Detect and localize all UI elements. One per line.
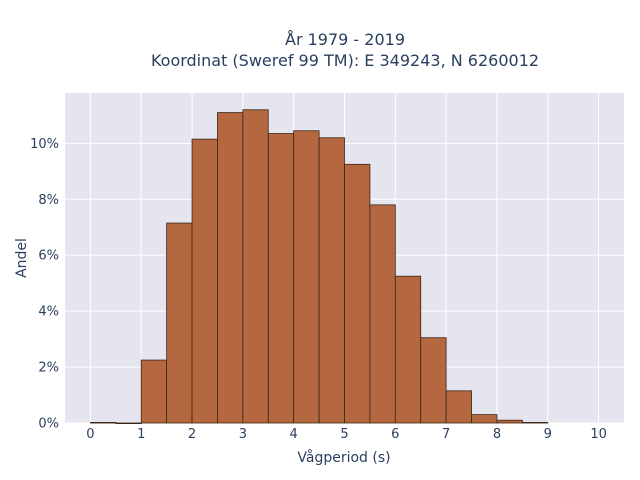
histogram-bar [318,137,345,424]
x-tick-label: 8 [493,427,501,442]
chart-title-line1: År 1979 - 2019 [285,30,405,49]
x-tick-label: 3 [239,427,247,442]
x-tick-label: 2 [188,427,196,442]
bars [90,109,549,425]
y-tick-label: 4% [38,305,59,320]
histogram-bar [191,138,218,424]
x-tick-label: 9 [544,427,552,442]
y-tick-label: 6% [38,249,59,264]
y-tick-label: 8% [38,193,59,208]
histogram-bar [445,390,472,424]
x-tick-label: 10 [590,427,607,442]
chart-title-line2: Koordinat (Sweref 99 TM): E 349243, N 62… [151,51,539,70]
histogram-bar [471,414,498,424]
y-axis-ticks: 0% 2% 4% 6% 8% 10% [30,137,59,432]
histogram-bar [521,422,549,424]
histogram-bar [217,112,244,424]
y-tick-label: 2% [38,361,59,376]
histogram-bar [242,109,269,424]
histogram-bar [166,222,193,424]
x-tick-label: 5 [340,427,348,442]
histogram-bar [496,419,523,424]
histogram-bar [420,337,447,424]
histogram-bar [369,204,396,424]
histogram-bar [267,133,295,424]
histogram-bar [344,163,371,424]
x-axis-ticks: 0 1 2 3 4 5 6 7 8 9 10 [86,427,607,442]
histogram-bar [293,130,320,424]
y-tick-label: 0% [38,417,59,432]
histogram-bar [140,359,168,424]
x-axis-label: Vågperiod (s) [297,449,390,466]
histogram-bar [90,422,117,424]
y-axis-label: Andel [14,238,30,278]
histogram-bar [394,275,422,424]
x-tick-label: 1 [137,427,145,442]
x-tick-label: 6 [391,427,399,442]
x-tick-label: 7 [442,427,450,442]
histogram-bar [115,422,142,425]
y-tick-label: 10% [30,137,59,152]
x-tick-label: 0 [86,427,94,442]
x-tick-label: 4 [290,427,298,442]
